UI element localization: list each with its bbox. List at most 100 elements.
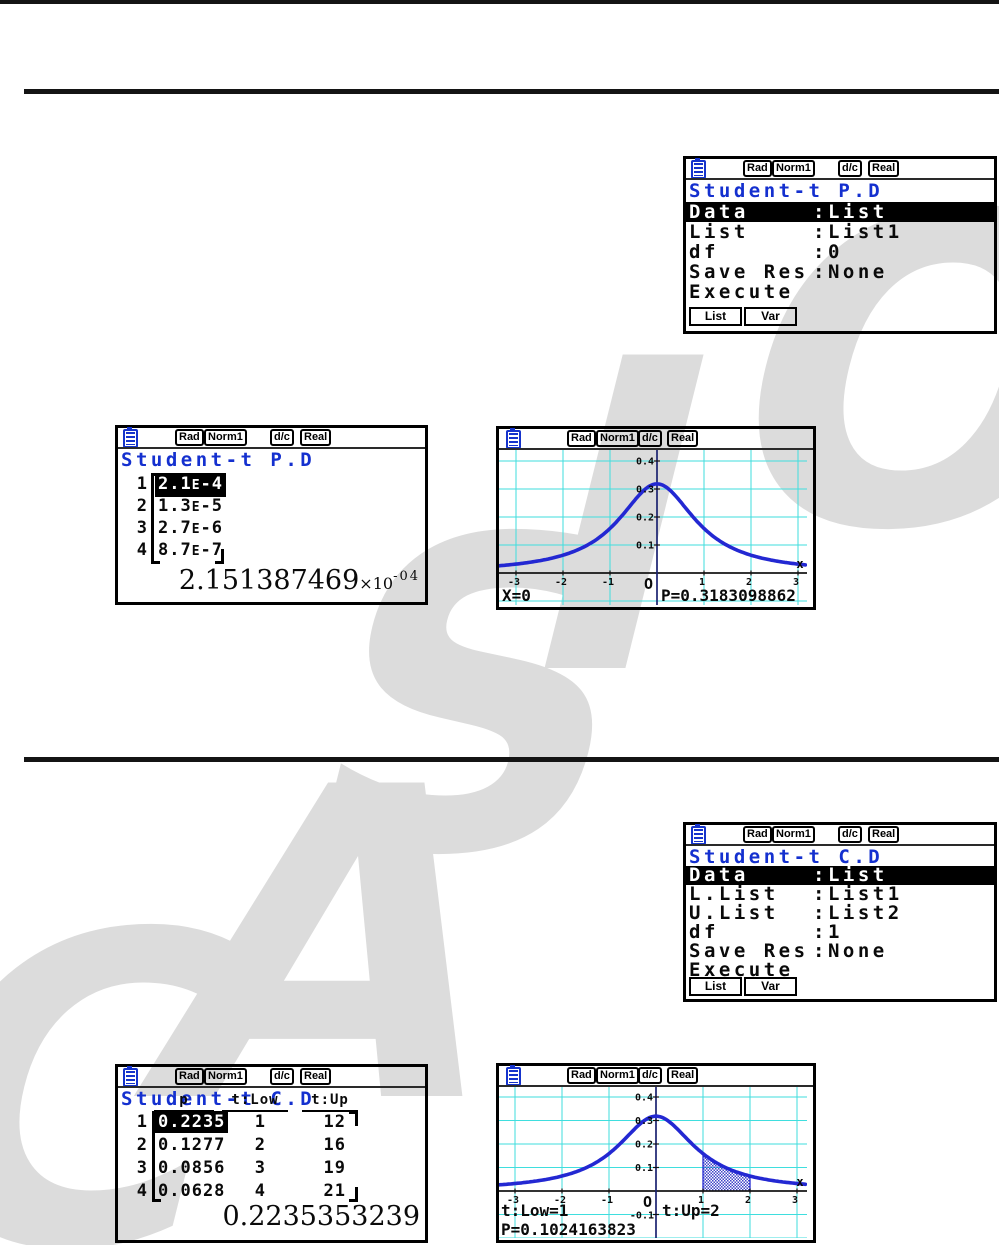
svg-text:0.3: 0.3 xyxy=(636,485,654,496)
battery-icon xyxy=(123,1066,138,1087)
fraction-mode-badge: d/c xyxy=(838,826,862,843)
screen-student-t-cd-graph: Rad Norm1 d/c Real -3 -2 -1 1 2 3 0.4 0.3 0.2 0.1… xyxy=(496,1063,816,1243)
svg-text:2: 2 xyxy=(746,577,752,588)
field-df[interactable]: df :0 xyxy=(689,241,843,263)
svg-text:-1: -1 xyxy=(601,1195,613,1206)
display-mode-badge: Norm1 xyxy=(772,826,815,843)
status-divider xyxy=(686,844,994,846)
svg-text:0.3: 0.3 xyxy=(635,1116,653,1127)
fraction-mode-badge: d/c xyxy=(638,1067,662,1084)
battery-icon xyxy=(506,1065,521,1086)
status-bar: Rad Norm1 d/c Real xyxy=(686,158,994,179)
svg-text:-3: -3 xyxy=(508,577,520,588)
number-mode-badge: Real xyxy=(868,826,900,843)
result-value: 2.151387469×10-04 xyxy=(178,565,420,596)
number-mode-badge: Real xyxy=(667,1067,699,1084)
display-mode-badge: Norm1 xyxy=(596,430,639,447)
list-item[interactable]: 2 1.3E-5 xyxy=(136,496,224,516)
svg-text:-2: -2 xyxy=(555,577,567,588)
field-data[interactable]: Data :List xyxy=(686,202,994,222)
svg-text:3: 3 xyxy=(793,577,799,588)
screen-student-t-pd-result: Rad Norm1 d/c Real Student-t P.D 1 2.1E-… xyxy=(115,425,428,605)
table-bracket-right-bottom xyxy=(349,1187,358,1202)
number-mode-badge: Real xyxy=(300,429,332,446)
svg-text:1: 1 xyxy=(699,577,705,588)
svg-text:3: 3 xyxy=(792,1195,798,1206)
battery-icon xyxy=(691,158,706,179)
list-bracket-right-bottom xyxy=(215,549,224,564)
svg-text:t:Up=2: t:Up=2 xyxy=(662,1201,720,1220)
svg-text:X=0: X=0 xyxy=(502,586,531,605)
softkey-list[interactable]: List xyxy=(689,977,742,996)
field-save-res[interactable]: Save Res :None xyxy=(689,940,888,962)
status-divider xyxy=(686,178,994,180)
svg-text:1: 1 xyxy=(698,1195,704,1206)
svg-text:2: 2 xyxy=(745,1195,751,1206)
angle-mode-badge: Rad xyxy=(567,1067,596,1084)
battery-icon xyxy=(506,428,521,449)
status-divider xyxy=(499,448,813,450)
screen-title: Student-t P.D xyxy=(689,180,884,202)
screen-student-t-pd-setup: Rad Norm1 d/c Real Student-t P.D Data :L… xyxy=(683,156,997,334)
field-execute[interactable]: Execute xyxy=(689,959,794,981)
column-header-p: p xyxy=(154,1092,214,1112)
column-header-tup: t:Up xyxy=(302,1092,358,1112)
selected-cell: 0.2235 xyxy=(155,1111,229,1133)
table-row[interactable]: 4 0.0628 4 21 xyxy=(136,1181,346,1201)
svg-text:0.4: 0.4 xyxy=(636,457,654,468)
t-distribution-shaded-plot: -3 -2 -1 1 2 3 0.4 0.3 0.2 0.1 Ox t:Low=1 t:Up=2 -0.1… xyxy=(499,1087,807,1238)
section-divider xyxy=(24,757,999,762)
screen-student-t-cd-result: Rad Norm1 d/c Real Student-t C.D p t:Low… xyxy=(115,1064,428,1243)
field-l-list[interactable]: L.List :List1 xyxy=(689,883,903,905)
field-df[interactable]: df :1 xyxy=(689,921,843,943)
result-value: 0.2235353239 xyxy=(222,1201,420,1232)
svg-text:0.1: 0.1 xyxy=(635,1163,653,1174)
angle-mode-badge: Rad xyxy=(175,429,204,446)
svg-text:-3: -3 xyxy=(507,1195,519,1206)
softkey-var[interactable]: Var xyxy=(744,307,797,326)
svg-text:P=0.3183098862: P=0.3183098862 xyxy=(661,586,796,605)
svg-text:0.1: 0.1 xyxy=(636,541,654,552)
screen-student-t-cd-setup: Rad Norm1 d/c Real Student-t C.D Data :L… xyxy=(683,822,997,1002)
list-item[interactable]: 4 8.7E-7 xyxy=(136,540,224,560)
table-row[interactable]: 3 0.0856 3 19 xyxy=(136,1158,346,1178)
svg-text:0.2: 0.2 xyxy=(635,1140,653,1151)
field-data[interactable]: Data :List xyxy=(686,866,994,885)
softkey-list[interactable]: List xyxy=(689,307,742,326)
fraction-mode-badge: d/c xyxy=(270,1068,294,1085)
fraction-mode-badge: d/c xyxy=(838,160,862,177)
field-execute[interactable]: Execute xyxy=(689,281,794,303)
angle-mode-badge: Rad xyxy=(175,1068,204,1085)
display-mode-badge: Norm1 xyxy=(204,1068,247,1085)
table-row[interactable]: 2 0.1277 2 16 xyxy=(136,1135,346,1155)
angle-mode-badge: Rad xyxy=(567,430,596,447)
display-mode-badge: Norm1 xyxy=(596,1067,639,1084)
field-save-res[interactable]: Save Res :None xyxy=(689,261,888,283)
table-row[interactable]: 1 0.2235 1 12 xyxy=(136,1111,346,1133)
table-bracket-right-top xyxy=(349,1111,358,1126)
screen-title: Student-t P.D xyxy=(121,449,316,471)
fraction-mode-badge: d/c xyxy=(638,430,662,447)
page-top-bar xyxy=(0,0,999,4)
field-u-list[interactable]: U.List :List2 xyxy=(689,902,903,924)
list-item[interactable]: 1 2.1E-4 xyxy=(118,473,425,497)
battery-icon xyxy=(123,427,138,448)
display-mode-badge: Norm1 xyxy=(204,429,247,446)
number-mode-badge: Real xyxy=(868,160,900,177)
svg-text:0.4: 0.4 xyxy=(635,1093,653,1104)
status-bar: Rad Norm1 d/c Real xyxy=(499,428,813,449)
field-list[interactable]: List :List1 xyxy=(689,221,903,243)
svg-text:-2: -2 xyxy=(554,1195,566,1206)
softkey-var[interactable]: Var xyxy=(744,977,797,996)
number-mode-badge: Real xyxy=(667,430,699,447)
number-mode-badge: Real xyxy=(300,1068,332,1085)
t-distribution-plot: -3 -2 -1 1 2 3 0.4 0.3 0.2 0.1 Ox X=0 P=0.3183098862 xyxy=(499,450,807,605)
screen-title: Student-t C.D xyxy=(121,1088,316,1110)
angle-mode-badge: Rad xyxy=(743,160,772,177)
svg-text:0.2: 0.2 xyxy=(636,513,654,524)
svg-text:O: O xyxy=(643,1193,652,1211)
selected-cell: 2.1E-4 xyxy=(155,473,227,497)
screen-title: Student-t C.D xyxy=(689,846,884,868)
fraction-mode-badge: d/c xyxy=(270,429,294,446)
list-item[interactable]: 3 2.7E-6 xyxy=(136,518,224,538)
